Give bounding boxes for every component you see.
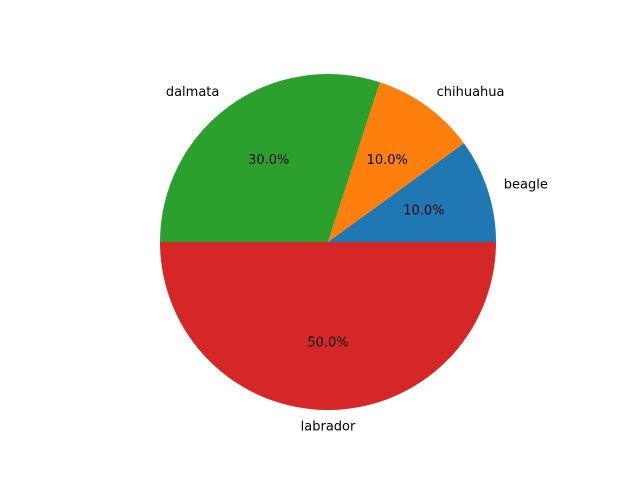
- pie-labels: beagle 10.0% chihuahua 10.0% dalmata 30.0% lab…: [166, 85, 548, 434]
- pie-slice-labrador: [160, 242, 496, 410]
- slice-label-dalmata: dalmata: [166, 85, 220, 100]
- slice-label-chihuahua: chihuahua: [437, 85, 505, 100]
- pie-slice-chihuahua: [328, 82, 464, 242]
- pie-slices: [160, 73, 496, 410]
- slice-label-labrador: labrador: [301, 419, 356, 434]
- percent-label-beagle: 10.0%: [403, 203, 444, 218]
- percent-label-labrador: 50.0%: [307, 335, 348, 350]
- pie-slice-dalmata: [160, 73, 380, 243]
- percent-label-dalmata: 30.0%: [248, 153, 289, 168]
- pie-slice-beagle: [328, 143, 496, 242]
- percent-label-chihuahua: 10.0%: [367, 153, 408, 168]
- slice-label-beagle: beagle: [504, 177, 548, 192]
